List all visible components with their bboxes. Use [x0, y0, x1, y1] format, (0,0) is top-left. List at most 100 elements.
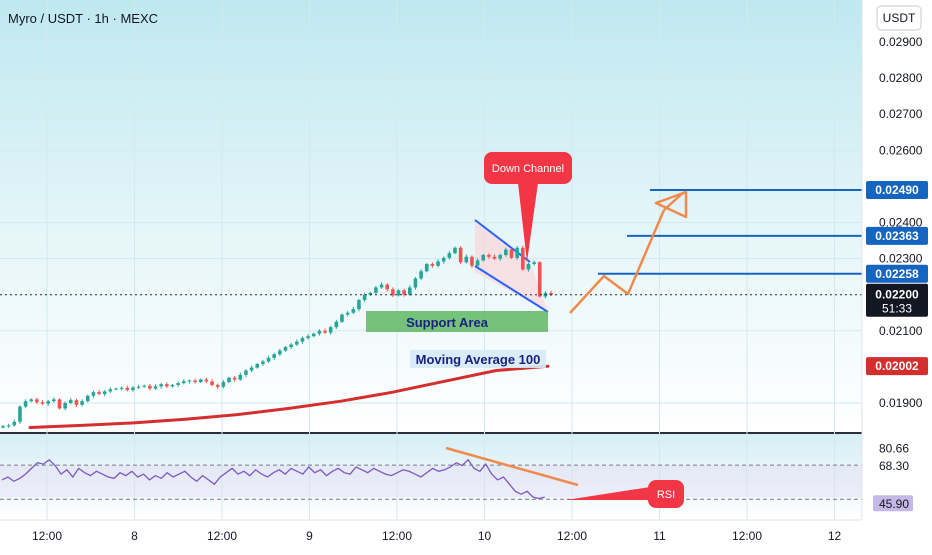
down-channel-fill: [475, 220, 548, 312]
candle-body: [509, 249, 514, 258]
price-tick-label: 0.02100: [879, 324, 923, 338]
candle-body: [357, 300, 361, 310]
candle-body: [334, 321, 339, 328]
candle-body: [74, 400, 79, 405]
candle-body: [176, 383, 180, 385]
candle-body: [46, 401, 50, 404]
moving-average-label-bg: [410, 350, 546, 368]
support-area-label: Support Area: [406, 315, 489, 330]
candle-body: [232, 377, 237, 380]
projection-path: [569, 209, 666, 314]
candle-body: [289, 344, 293, 348]
candle-body: [396, 290, 401, 296]
candle-body: [193, 380, 197, 383]
time-axis-background: [0, 520, 932, 550]
candle-body: [148, 385, 152, 389]
candle-body: [159, 384, 163, 387]
candle-body: [114, 388, 118, 390]
candle-body: [374, 287, 378, 293]
candle-body: [295, 341, 299, 345]
candle-body: [23, 401, 28, 407]
time-tick-label: 9: [306, 529, 313, 543]
candle-body: [436, 261, 440, 266]
candle-body: [204, 379, 209, 382]
price-tick-label: 0.01900: [879, 396, 923, 410]
time-tick-label: 12:00: [557, 529, 587, 543]
candle-body: [210, 381, 214, 385]
candles-layer: [1, 245, 553, 429]
candle-body: [323, 330, 327, 333]
candle-body: [385, 284, 389, 290]
candle-body: [447, 253, 452, 258]
candle-body: [345, 312, 350, 315]
candle-body: [391, 289, 395, 296]
candle-body: [40, 402, 45, 404]
candle-body: [57, 399, 62, 409]
down-channel-callout-pointer: [518, 183, 538, 262]
candle-body: [532, 262, 536, 265]
moving-average-tag-label: 0.02002: [875, 359, 919, 373]
time-tick-label: 12:00: [732, 529, 762, 543]
candle-body: [131, 387, 135, 391]
candle-body: [215, 384, 220, 387]
candle-body: [351, 309, 356, 313]
price-axis-background: [862, 0, 932, 520]
target-level-tag-label: 0.02363: [875, 229, 919, 243]
candle-body: [221, 382, 226, 387]
candle-body: [238, 374, 243, 380]
candle-body: [419, 271, 423, 279]
candle-body: [136, 386, 141, 388]
time-axis[interactable]: 12:00 8 12:00 9 12:00 10 12:00 11 12:00 12: [32, 529, 842, 543]
current-price-tag-label: 0.02200: [875, 288, 919, 302]
candle-body: [492, 256, 497, 259]
candle-body: [278, 350, 282, 355]
time-tick-label: 12:00: [207, 529, 237, 543]
rsi-trendline: [445, 446, 579, 487]
projection-arrow-tip: [663, 191, 685, 211]
rsi-callout-pointer: [566, 487, 650, 500]
candle-body: [317, 330, 322, 334]
time-tick-label: 10: [478, 529, 492, 543]
moving-average-tag: [866, 357, 928, 376]
candle-body: [198, 379, 203, 383]
price-axis[interactable]: 0.029000.028000.027000.026000.024000.023…: [866, 35, 928, 512]
candle-body: [52, 399, 56, 402]
candle-body: [521, 247, 525, 270]
symbol-title[interactable]: Myro / USDT · 1h · MEXC: [8, 11, 158, 26]
candle-body: [464, 256, 469, 263]
candle-body: [340, 314, 344, 322]
currency-button[interactable]: USDT: [876, 5, 922, 31]
candle-body: [487, 254, 491, 257]
candle-body: [498, 254, 502, 259]
projection-arrowhead: [654, 190, 688, 219]
current-price-tag: [866, 283, 928, 317]
candle-body: [470, 256, 474, 266]
candle-body: [85, 395, 90, 402]
candle-body: [526, 264, 531, 270]
candle-body: [537, 262, 542, 297]
candle-body: [142, 385, 147, 387]
candle-body: [187, 380, 192, 382]
candle-body: [12, 421, 17, 426]
candle-body: [453, 247, 457, 254]
candle-body: [1, 426, 5, 428]
candle-body: [402, 290, 406, 295]
time-tick-label: 11: [653, 529, 666, 543]
candle-body: [458, 247, 463, 263]
candle-body: [283, 347, 288, 351]
candle-body: [379, 284, 384, 288]
candle-body: [255, 364, 260, 368]
candle-body: [18, 406, 22, 422]
moving-average-100-line: [28, 364, 550, 429]
candle-body: [362, 294, 367, 301]
down-channel-top-line: [474, 219, 531, 263]
target-level-tag: [866, 226, 928, 245]
rsi-level-label: 68.30: [879, 459, 909, 473]
candle-body: [97, 392, 101, 394]
candle-body: [119, 387, 124, 389]
bar-countdown-label: 51:33: [882, 302, 912, 316]
candle-body: [408, 287, 412, 295]
price-tick-label: 0.02400: [879, 216, 923, 230]
